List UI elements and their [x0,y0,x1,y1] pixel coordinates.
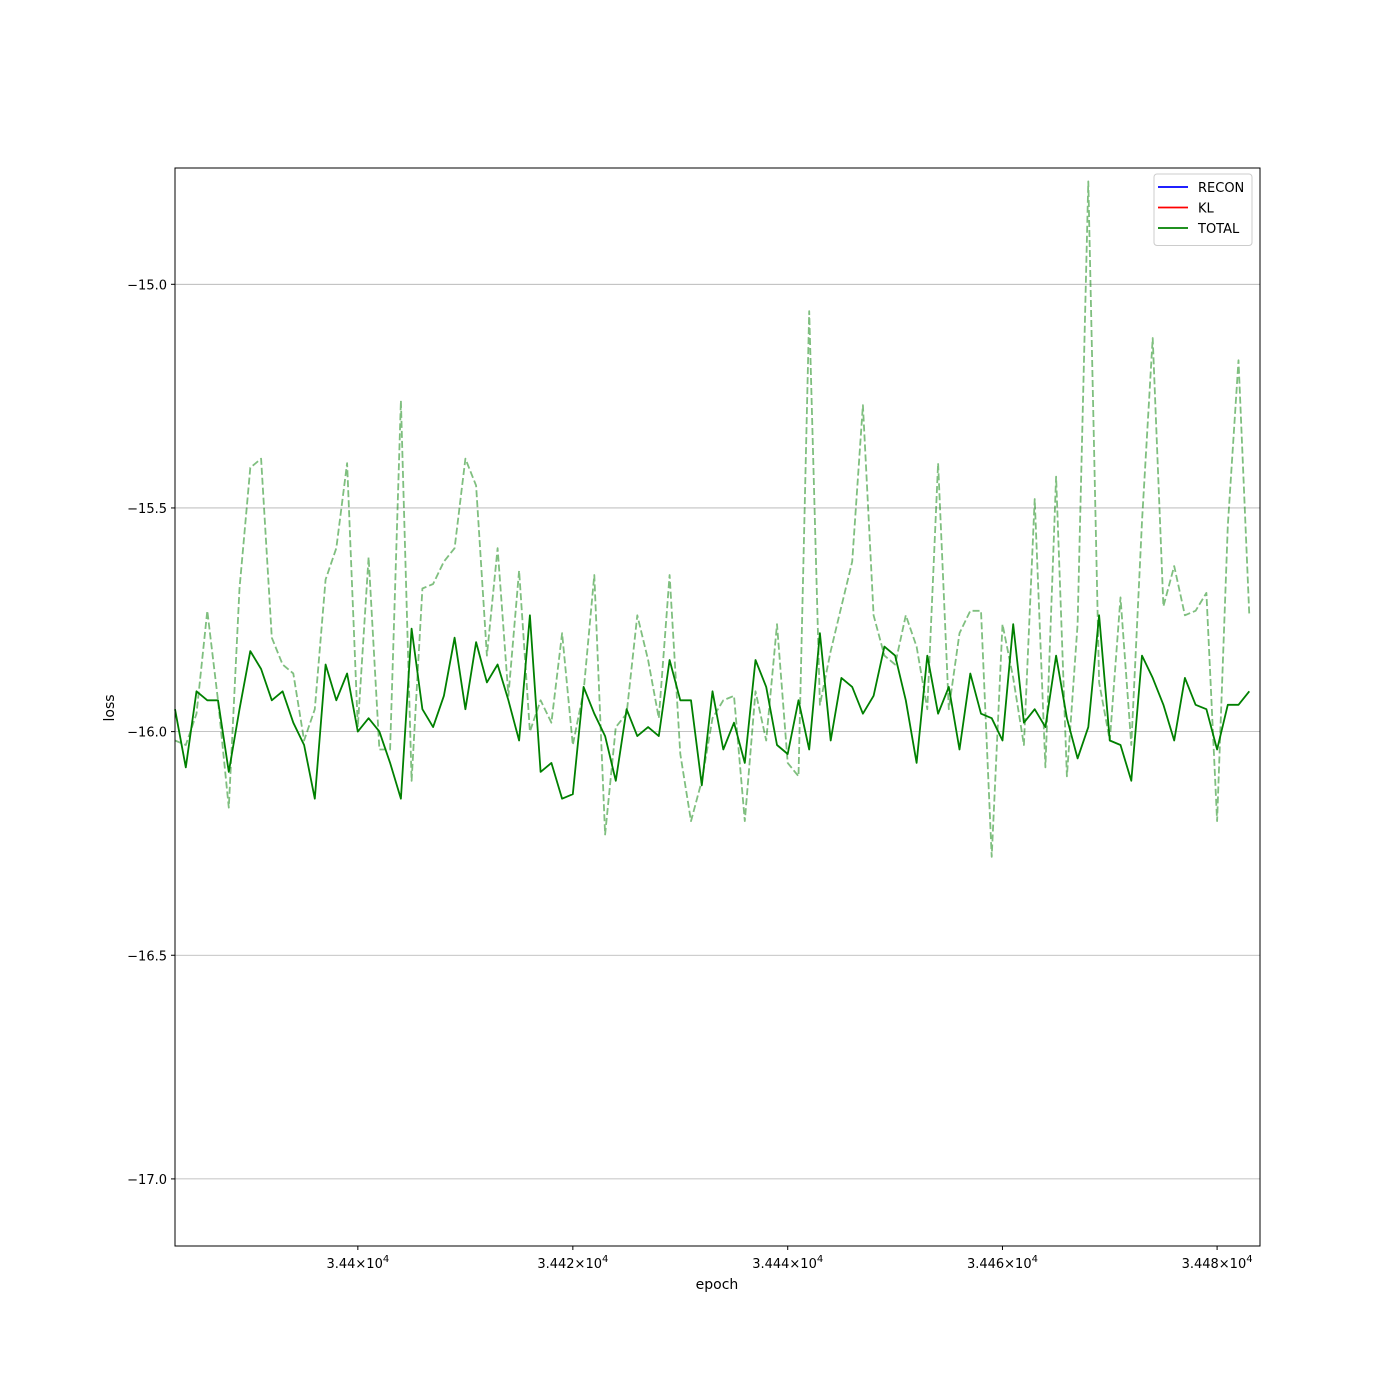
legend-entry: TOTAL [1197,222,1240,237]
y-tick-label: −16.0 [127,726,167,741]
y-tick-label: −15.0 [127,278,167,293]
x-tick-label: 3.44×104 [326,1254,389,1272]
x-axis-label: epoch [696,1277,739,1293]
y-tick-label: −16.5 [127,949,167,964]
x-tick-label: 3.446×104 [967,1254,1038,1272]
y-axis-label: loss [102,694,118,721]
legend: RECON KL TOTAL [1153,173,1253,246]
legend-entry: RECON [1198,181,1244,196]
y-tick-label: −17.0 [127,1173,167,1188]
x-axis-ticks: 3.44×104 3.442×104 3.444×104 3.446×104 3.448… [326,1246,1253,1272]
x-tick-label: 3.442×104 [537,1254,608,1272]
plot-lines [174,180,1251,858]
x-tick-label: 3.444×104 [752,1254,823,1272]
y-tick-label: −15.5 [127,502,167,517]
y-axis-ticks: −15.0 −15.5 −16.0 −16.5 −17.0 [127,278,175,1188]
plot-frame [174,167,1261,1247]
legend-entry: KL [1198,202,1215,217]
series-line-dashed [174,180,1251,858]
series-line-total [174,614,1251,800]
x-tick-label: 3.448×104 [1182,1254,1253,1272]
grid-lines [175,283,1260,1180]
